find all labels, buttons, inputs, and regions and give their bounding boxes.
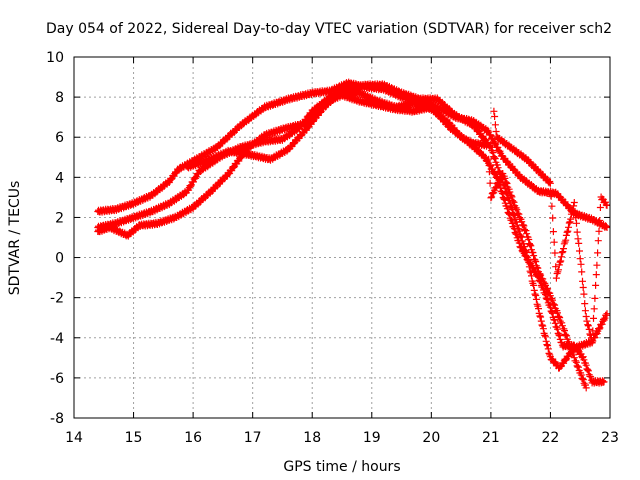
x-tick-label: 17 (244, 430, 262, 446)
x-tick-label: 19 (363, 430, 381, 446)
series-markers (94, 78, 611, 231)
series-track-a (94, 78, 611, 231)
data-series (94, 78, 611, 392)
x-tick-label: 23 (601, 430, 619, 446)
x-tick-label: 14 (65, 430, 83, 446)
chart-title: Day 054 of 2022, Sidereal Day-to-day VTE… (46, 21, 612, 37)
y-tick-label: -2 (50, 291, 64, 307)
series-track-d (183, 86, 590, 392)
x-tick-label: 21 (482, 430, 500, 446)
x-axis-title: GPS time / hours (283, 459, 400, 475)
y-tick-label: -4 (50, 331, 64, 347)
y-tick-label: 2 (55, 210, 64, 226)
y-tick-label: 0 (55, 251, 64, 267)
y-tick-label: 6 (55, 130, 64, 146)
series-track-e (490, 107, 611, 347)
y-axis-title: SDTVAR / TECUs (7, 181, 23, 296)
x-tick-label: 22 (542, 430, 560, 446)
y-tick-label: 8 (55, 90, 64, 106)
plot-frame (73, 56, 611, 419)
y-tick-label: 10 (46, 50, 64, 66)
x-tick-label: 15 (125, 430, 143, 446)
x-tick-labels: 14 15 16 17 18 19 20 21 22 23 (65, 430, 619, 446)
series-markers (490, 107, 611, 347)
series-markers (183, 86, 590, 392)
x-tick-label: 18 (303, 430, 321, 446)
y-tick-label: -6 (50, 371, 64, 387)
y-tick-label: -8 (50, 411, 64, 427)
y-tick-label: 4 (55, 170, 64, 186)
y-tick-labels: -8 -6 -4 -2 0 2 4 6 8 10 (46, 50, 64, 427)
x-tick-label: 16 (184, 430, 202, 446)
x-tick-label: 20 (422, 430, 440, 446)
